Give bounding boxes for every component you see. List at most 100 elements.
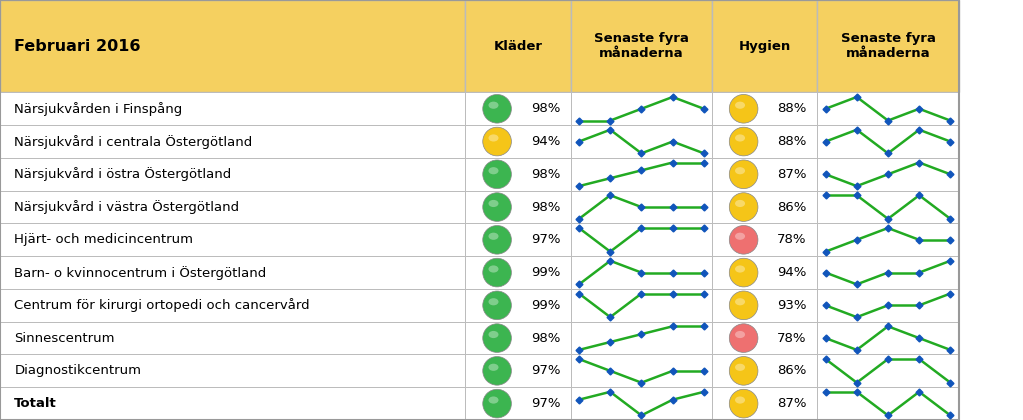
Ellipse shape [735, 102, 745, 109]
FancyBboxPatch shape [571, 256, 712, 289]
FancyBboxPatch shape [465, 158, 571, 191]
Text: 78%: 78% [777, 234, 807, 246]
Ellipse shape [735, 331, 745, 338]
Text: 88%: 88% [777, 135, 807, 148]
Text: Närsjukvård i centrala Östergötland: Närsjukvård i centrala Östergötland [14, 134, 253, 149]
Text: Centrum för kirurgi ortopedi och cancervård: Centrum för kirurgi ortopedi och cancerv… [14, 298, 310, 312]
Text: 97%: 97% [531, 365, 561, 377]
Text: 98%: 98% [531, 201, 561, 213]
Text: 97%: 97% [531, 397, 561, 410]
Ellipse shape [489, 102, 498, 109]
Ellipse shape [729, 127, 758, 156]
Ellipse shape [483, 291, 512, 320]
FancyBboxPatch shape [465, 354, 571, 387]
FancyBboxPatch shape [0, 0, 465, 92]
FancyBboxPatch shape [465, 256, 571, 289]
FancyBboxPatch shape [465, 0, 571, 92]
FancyBboxPatch shape [712, 0, 817, 92]
FancyBboxPatch shape [817, 158, 959, 191]
FancyBboxPatch shape [712, 158, 817, 191]
Ellipse shape [483, 258, 512, 287]
Ellipse shape [729, 324, 758, 352]
FancyBboxPatch shape [465, 92, 571, 125]
FancyBboxPatch shape [0, 191, 465, 223]
Ellipse shape [483, 193, 512, 221]
FancyBboxPatch shape [0, 256, 465, 289]
Text: 98%: 98% [531, 332, 561, 344]
Ellipse shape [729, 258, 758, 287]
FancyBboxPatch shape [0, 387, 465, 420]
FancyBboxPatch shape [571, 125, 712, 158]
FancyBboxPatch shape [817, 0, 959, 92]
Text: 94%: 94% [531, 135, 561, 148]
FancyBboxPatch shape [712, 387, 817, 420]
FancyBboxPatch shape [712, 125, 817, 158]
FancyBboxPatch shape [465, 387, 571, 420]
Text: Barn- o kvinnocentrum i Östergötland: Barn- o kvinnocentrum i Östergötland [14, 265, 267, 280]
FancyBboxPatch shape [571, 191, 712, 223]
Ellipse shape [729, 193, 758, 221]
Ellipse shape [483, 357, 512, 385]
FancyBboxPatch shape [465, 191, 571, 223]
FancyBboxPatch shape [465, 289, 571, 322]
Text: Närsjukvården i Finspång: Närsjukvården i Finspång [14, 102, 182, 116]
FancyBboxPatch shape [817, 92, 959, 125]
FancyBboxPatch shape [571, 387, 712, 420]
FancyBboxPatch shape [0, 125, 465, 158]
FancyBboxPatch shape [571, 92, 712, 125]
FancyBboxPatch shape [712, 289, 817, 322]
Ellipse shape [489, 298, 498, 305]
Ellipse shape [489, 134, 498, 142]
Text: Senaste fyra
månaderna: Senaste fyra månaderna [594, 32, 688, 60]
Ellipse shape [735, 298, 745, 305]
Text: 98%: 98% [531, 102, 561, 115]
Ellipse shape [735, 200, 745, 207]
Text: Kläder: Kläder [494, 40, 542, 52]
Ellipse shape [483, 94, 512, 123]
Ellipse shape [489, 265, 498, 273]
Ellipse shape [489, 331, 498, 338]
FancyBboxPatch shape [712, 191, 817, 223]
FancyBboxPatch shape [817, 125, 959, 158]
FancyBboxPatch shape [0, 158, 465, 191]
Text: 99%: 99% [531, 299, 561, 312]
Ellipse shape [483, 127, 512, 156]
Ellipse shape [735, 265, 745, 273]
Text: Diagnostikcentrum: Diagnostikcentrum [14, 365, 141, 377]
Text: Hygien: Hygien [739, 40, 791, 52]
Text: 87%: 87% [777, 168, 807, 181]
Text: 86%: 86% [777, 201, 807, 213]
FancyBboxPatch shape [817, 354, 959, 387]
FancyBboxPatch shape [817, 322, 959, 354]
FancyBboxPatch shape [571, 0, 712, 92]
FancyBboxPatch shape [571, 158, 712, 191]
Text: Hjärt- och medicincentrum: Hjärt- och medicincentrum [14, 234, 193, 246]
Text: 99%: 99% [531, 266, 561, 279]
Text: 93%: 93% [777, 299, 807, 312]
Text: 97%: 97% [531, 234, 561, 246]
Ellipse shape [489, 233, 498, 240]
Text: Februari 2016: Februari 2016 [14, 39, 141, 54]
Ellipse shape [483, 324, 512, 352]
FancyBboxPatch shape [571, 354, 712, 387]
Ellipse shape [489, 167, 498, 174]
FancyBboxPatch shape [465, 322, 571, 354]
FancyBboxPatch shape [817, 223, 959, 256]
Text: Sinnescentrum: Sinnescentrum [14, 332, 115, 344]
Text: 87%: 87% [777, 397, 807, 410]
Ellipse shape [735, 134, 745, 142]
Ellipse shape [735, 233, 745, 240]
FancyBboxPatch shape [465, 125, 571, 158]
Ellipse shape [483, 389, 512, 418]
Ellipse shape [483, 226, 512, 254]
FancyBboxPatch shape [817, 289, 959, 322]
Ellipse shape [729, 389, 758, 418]
FancyBboxPatch shape [0, 289, 465, 322]
Ellipse shape [729, 291, 758, 320]
Ellipse shape [735, 167, 745, 174]
Ellipse shape [729, 357, 758, 385]
FancyBboxPatch shape [0, 92, 465, 125]
Ellipse shape [729, 94, 758, 123]
Text: Närsjukvård i västra Östergötland: Närsjukvård i västra Östergötland [14, 200, 239, 214]
Ellipse shape [489, 396, 498, 404]
